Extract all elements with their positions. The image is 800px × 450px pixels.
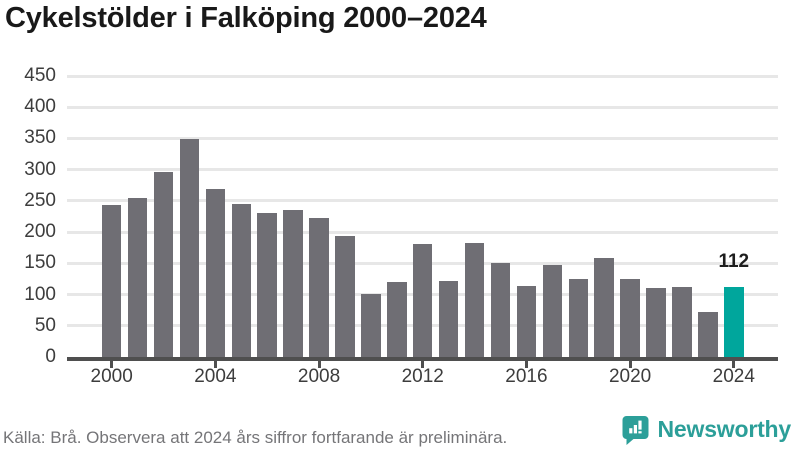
x-tick-label: 2016 (505, 366, 548, 387)
x-tick-label: 2012 (401, 366, 444, 387)
x-tick (524, 360, 528, 368)
bar-2022 (672, 287, 692, 357)
bar-2005 (231, 204, 252, 357)
y-tick-label: 100 (24, 283, 56, 305)
bar-2013 (438, 280, 459, 357)
gridline (67, 105, 778, 109)
chart-title: Cykelstölder i Falköping 2000–2024 (5, 2, 487, 34)
bar-2023 (698, 312, 718, 357)
bar-2019 (594, 258, 614, 357)
x-tick (732, 360, 736, 368)
bar-2006 (257, 213, 277, 357)
newsworthy-logo: Newsworthy (622, 414, 791, 445)
bar-2010 (361, 293, 381, 357)
bar-2021 (646, 288, 666, 357)
bar-2020 (620, 278, 640, 357)
y-tick-label: 50 (34, 314, 56, 336)
bar-2015 (490, 262, 511, 357)
y-tick-label: 200 (24, 221, 56, 243)
gridline (67, 74, 778, 78)
speech-bubble-bar-chart-icon (622, 414, 651, 445)
bar-2008 (309, 218, 329, 357)
bar-2011 (387, 282, 407, 357)
x-tick (421, 360, 425, 368)
x-tick-label: 2008 (297, 366, 341, 387)
bar-2017 (542, 264, 563, 357)
y-tick-label: 0 (45, 346, 56, 367)
y-tick-label: 350 (24, 127, 56, 149)
highlight-value-label: 112 (718, 251, 750, 273)
bar-2000 (101, 205, 122, 357)
x-tick (213, 360, 217, 368)
x-tick-label: 2000 (90, 366, 133, 387)
bar-2007 (283, 210, 303, 357)
y-tick-label: 400 (24, 96, 56, 118)
plot-area (67, 74, 778, 357)
logo-wordmark: Newsworthy (657, 416, 792, 442)
bar-2009 (335, 235, 355, 357)
source-note: Källa: Brå. Observera att 2024 års siffr… (3, 428, 508, 447)
bar-2024 (724, 287, 744, 357)
y-tick-label: 150 (24, 252, 56, 274)
bar-2004 (205, 189, 226, 357)
bar-2012 (412, 243, 433, 357)
gridline (67, 230, 778, 234)
bar-2018 (568, 278, 588, 357)
gridline (67, 168, 778, 172)
bar-2016 (516, 285, 537, 357)
bar-2003 (179, 139, 200, 357)
x-tick-label: 2020 (608, 366, 652, 387)
x-tick-label: 2024 (712, 366, 755, 387)
x-axis-line (67, 357, 778, 361)
x-tick (317, 360, 321, 368)
x-tick (110, 360, 114, 368)
y-tick-label: 300 (24, 158, 56, 180)
x-tick-label: 2004 (194, 366, 237, 387)
y-tick-label: 250 (24, 189, 56, 211)
x-tick (628, 360, 632, 368)
bar-2001 (127, 198, 148, 357)
gridline (67, 136, 778, 140)
gridline (67, 199, 778, 203)
bar-2002 (153, 172, 174, 357)
bar-2014 (464, 243, 485, 357)
y-tick-label: 450 (24, 65, 56, 86)
